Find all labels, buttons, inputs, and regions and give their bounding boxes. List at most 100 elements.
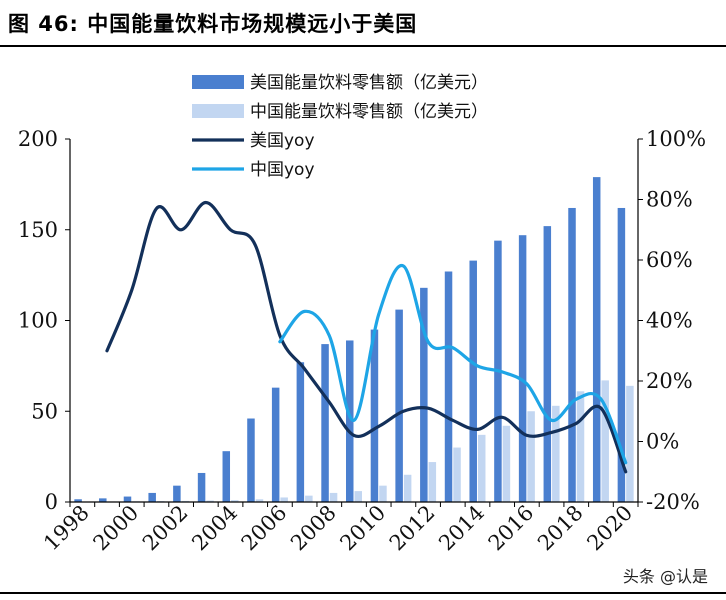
x-tick-label-2016: 2016 [484,501,539,556]
cn-yoy-point-2007 [303,310,306,313]
figure-title: 图 46: 中国能量饮料市场规模远小于美国 [8,12,418,36]
us-sales-bar-2014 [469,260,477,502]
legend-label-2: 美国yoy [250,131,315,151]
us-yoy-point-2020 [624,470,627,473]
left-tick-label-150: 150 [18,218,58,242]
cn-yoy-point-2015 [500,370,504,374]
us-sales-bar-2000 [123,496,132,502]
right-tick-label-40%: 40% [646,309,693,333]
cn-sales-bar-2009 [354,491,362,502]
legend-label-3: 中国yoy [250,160,315,180]
x-tick-label-2018: 2018 [533,501,588,556]
cn-sales-bar-2015 [502,425,511,502]
us-yoy-point-2011 [402,410,405,413]
cn-yoy-point-2012 [426,340,430,343]
cn-yoy-line [278,264,628,465]
us-sales-bar-2012 [420,287,428,502]
right-tick-label--20%: -20% [646,490,700,514]
us-yoy-point-2019 [599,407,603,410]
us-yoy-point-2017 [550,431,553,434]
cn-sales-bar-2017 [552,405,560,502]
us-yoy-point-2008 [328,400,331,404]
legend: 美国能量饮料零售额（亿美元） 中国能量饮料零售额（亿美元） 美国yoy 中国yoy [192,73,488,180]
us-yoy-point-2010 [377,425,380,428]
cn-yoy-point-2016 [525,382,529,386]
cn-yoy-point-2014 [476,364,479,368]
us-sales-bar-2010 [370,329,379,502]
x-tick-label-2012: 2012 [385,501,440,556]
cn-yoy-point-2017 [550,419,553,422]
cn-sales-bar-2012 [428,462,437,502]
us-sales-bar-2013 [444,271,453,502]
right-tick-label-100%: 100% [646,127,706,151]
us-yoy-point-2013 [451,419,454,422]
cn-sales-bar-2008 [329,492,338,502]
us-sales-bar-2002 [173,485,181,502]
us-yoy-point-2001 [155,207,158,210]
cn-sales-bar-2019 [601,380,609,502]
cn-sales-bar-2006 [280,497,288,502]
us-sales-bar-2020 [617,207,626,502]
us-yoy-point-2007 [303,367,306,371]
left-tick-label-50: 50 [31,399,58,423]
cn-sales-bar-2005 [255,499,264,502]
cn-sales-bar-2003 [206,500,214,502]
cn-sales-bar-2020 [626,385,634,502]
cn-yoy-point-2008 [328,334,331,337]
us-yoy-line [105,200,628,474]
us-sales-bar-2018 [568,207,576,502]
x-tick-label-2000: 2000 [89,501,144,556]
x-tick-label-2004: 2004 [187,501,242,556]
cn-yoy-point-2006 [278,340,282,343]
us-yoy-point-1999 [105,349,109,352]
us-yoy-point-2009 [352,434,356,437]
cn-yoy-point-2010 [377,313,380,316]
right-tick-label-0%: 0% [646,430,679,454]
us-yoy-point-2016 [525,434,529,437]
left-tick-label-100: 100 [18,309,58,333]
us-sales-bar-2005 [247,418,255,502]
us-sales-bar-2003 [197,472,206,502]
us-sales-bar-2004 [222,451,231,502]
us-sales-bar-2008 [321,344,329,502]
cn-sales-bar-2004 [231,500,239,502]
top-rule [0,45,726,47]
us-sales-bar-1998 [74,499,82,502]
cn-sales-bar-2011 [403,474,412,502]
us-sales-bar-1999 [99,498,107,502]
cn-sales-bar-2013 [453,447,461,502]
us-sales-bar-2016 [518,235,527,502]
legend-swatch-0 [192,75,244,89]
us-yoy-point-2005 [254,243,257,247]
us-yoy-point-2018 [575,422,578,425]
us-yoy-point-2000 [130,289,133,292]
us-yoy-point-2004 [229,228,232,231]
us-sales-bar-2007 [296,362,305,502]
bottom-rule [0,592,726,594]
legend-label-1: 中国能量饮料零售额（亿美元） [250,102,488,122]
x-tick-label-2002: 2002 [138,501,193,556]
watermark-text: 头条 @认是 [618,562,712,588]
us-sales-bar-2011 [395,309,403,502]
cn-sales-bar-2016 [527,411,535,502]
cn-sales-bar-2018 [576,391,585,502]
left-tick-label-0: 0 [45,490,58,514]
line-layer [105,200,628,474]
us-yoy-point-2014 [476,428,479,431]
right-tick-label-60%: 60% [646,248,693,272]
bar-layer [74,177,634,503]
cn-sales-bar-2010 [379,485,387,502]
cn-yoy-point-2011 [402,264,405,268]
cn-yoy-point-2018 [575,397,578,401]
cn-sales-bar-2007 [305,495,313,502]
us-yoy-point-2002 [179,228,183,231]
left-tick-label-200: 200 [18,127,58,151]
x-tick-label-2008: 2008 [286,501,341,556]
x-tick-label-2006: 2006 [237,501,292,556]
us-sales-bar-2006 [271,387,280,502]
right-tick-label-80%: 80% [646,188,693,212]
us-yoy-point-2003 [204,201,208,204]
cn-sales-bar-2014 [477,434,486,502]
us-yoy-point-2015 [500,416,504,419]
